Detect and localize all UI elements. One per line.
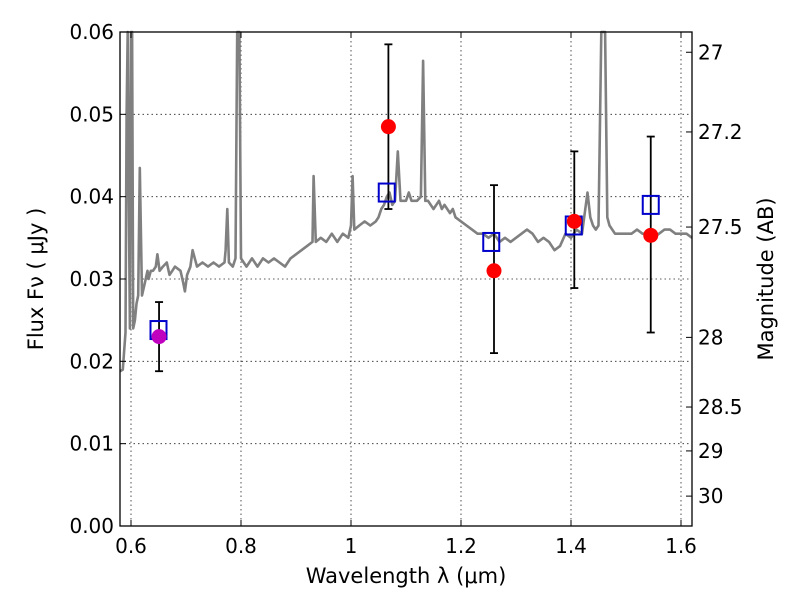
model-band-points — [149, 182, 660, 341]
model-band-square — [482, 231, 501, 252]
x-tick-label: 1.4 — [555, 534, 587, 558]
y-axis-left: 0.00 0.01 0.02 0.03 0.04 0.05 0.06 — [69, 20, 126, 538]
x-axis: 0.6 0.8 1 1.2 1.4 1.6 — [115, 32, 697, 558]
x-tick-label: 1 — [345, 534, 358, 558]
observed-point — [566, 213, 582, 229]
y-right-tick-label: 30 — [698, 484, 723, 508]
y-right-tick-label: 28.5 — [698, 395, 743, 419]
observed-point — [486, 263, 502, 279]
y-tick-label: 0.00 — [69, 514, 114, 538]
x-tick-label: 1.2 — [445, 534, 477, 558]
observed-point — [151, 329, 167, 345]
spectrum-line — [119, 30, 693, 373]
x-tick-label: 0.6 — [115, 534, 147, 558]
y-axis-title: Flux Fν ( μJy ) — [24, 208, 48, 351]
model-band-square — [377, 182, 396, 203]
model-spectrum — [119, 30, 693, 373]
y-tick-label: 0.04 — [69, 185, 114, 209]
x-axis-title: Wavelength λ (μm) — [306, 564, 507, 588]
model-band-square — [641, 194, 660, 215]
observed-points — [151, 119, 659, 345]
y-tick-label: 0.03 — [69, 267, 114, 291]
y-axis-right-title: Magnitude (AB) — [754, 197, 778, 360]
y-tick-label: 0.01 — [69, 432, 114, 456]
y-right-tick-label: 29 — [698, 439, 723, 463]
y-right-tick-label: 27 — [698, 40, 723, 64]
y-tick-label: 0.02 — [69, 349, 114, 373]
error-bars — [155, 43, 655, 373]
y-right-tick-label: 27.2 — [698, 120, 743, 144]
x-tick-label: 0.8 — [225, 534, 257, 558]
x-tick-label: 1.6 — [665, 534, 697, 558]
y-right-tick-label: 27.5 — [698, 215, 743, 239]
y-tick-label: 0.05 — [69, 102, 114, 126]
y-axis-right: 27 27.2 27.5 28 28.5 29 30 — [686, 40, 743, 508]
observed-point — [380, 119, 396, 135]
y-tick-label: 0.06 — [69, 20, 114, 44]
observed-point — [643, 227, 659, 243]
y-right-tick-label: 28 — [698, 325, 723, 349]
